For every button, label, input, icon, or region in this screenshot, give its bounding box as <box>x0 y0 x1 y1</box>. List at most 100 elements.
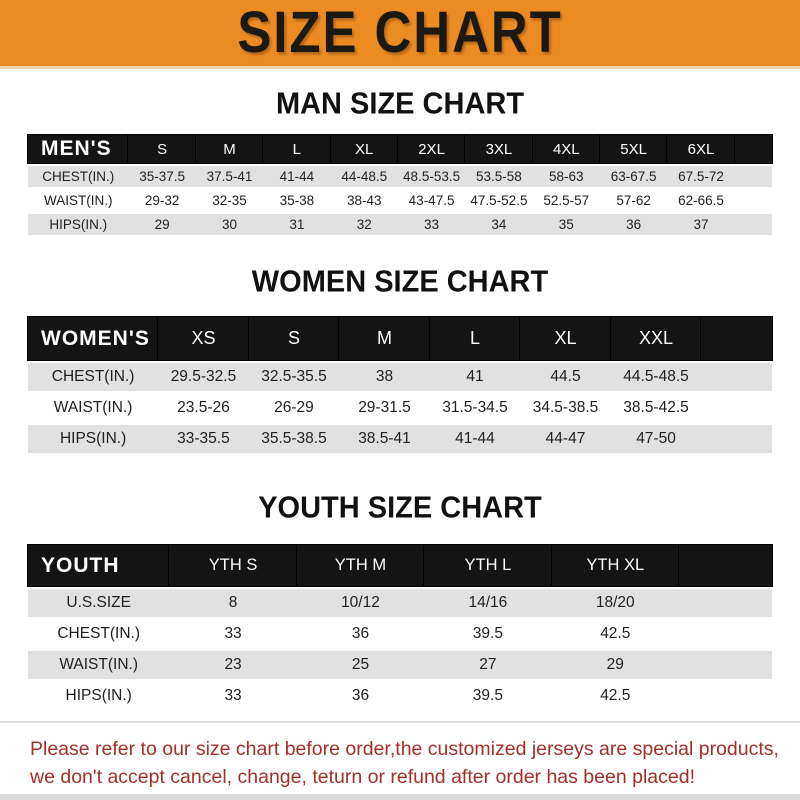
size-cell: 58-63 <box>532 166 600 187</box>
table-row: HIPS(IN.) 33 36 39.5 42.5 <box>28 682 772 710</box>
column-header: 6XL <box>667 135 735 163</box>
size-cell: 29-31.5 <box>358 399 411 416</box>
column-header: XS <box>158 317 249 360</box>
size-chart-body: MAN SIZE CHART MEN'S S M L XL 2XL 3XL 4XL 5XL 6XL… <box>0 86 800 713</box>
column-header: YTH S <box>169 545 297 586</box>
header-filler <box>701 317 772 360</box>
bottom-edge-strip <box>0 794 800 800</box>
size-cell: 23.5-26 <box>177 399 230 416</box>
row-filler <box>734 166 772 187</box>
row-filler <box>735 190 772 211</box>
column-header: XL <box>330 135 398 163</box>
size-cell: 47.5-52.5 <box>470 193 528 208</box>
table-row: HIPS(IN.) 33-35.5 35.5-38.5 38.5-41 41-44 44-… <box>28 425 772 453</box>
size-cell: 44.5 <box>520 363 611 391</box>
row-label: CHEST(IN.) <box>28 166 129 187</box>
table-row: CHEST(IN.) 33 36 39.5 42.5 <box>28 620 772 648</box>
size-cell: 38.5-42.5 <box>623 399 689 416</box>
table-header-label: WOMEN'S <box>28 317 159 360</box>
column-header: XL <box>520 317 611 360</box>
size-cell: 41-44 <box>429 425 521 453</box>
size-cell: 35.5-38.5 <box>248 425 340 453</box>
size-cell: 38.5-41 <box>339 425 430 453</box>
header-filler <box>678 545 772 586</box>
row-label: CHEST(IN.) <box>57 625 141 642</box>
size-cell: 52.5-57 <box>543 193 590 208</box>
size-cell: 32 <box>330 214 398 235</box>
row-filler <box>701 394 772 422</box>
size-cell: 44-48.5 <box>330 166 398 187</box>
size-cell: 26-29 <box>274 399 314 416</box>
size-cell: 29 <box>551 651 679 679</box>
size-cell: 37 <box>667 214 735 235</box>
size-cell: 33 <box>224 625 242 642</box>
banner-title: SIZE CHART <box>237 0 563 66</box>
size-cell: 43-47.5 <box>408 193 455 208</box>
size-cell: 39.5 <box>472 687 503 704</box>
footer-line-2: we don't accept cancel, change, teturn o… <box>30 766 695 788</box>
row-label: WAIST(IN.) <box>53 399 133 416</box>
size-cell: 32-35 <box>212 193 247 208</box>
row-filler <box>679 682 772 710</box>
column-header: 5XL <box>599 135 668 163</box>
man-size-table: MEN'S S M L XL 2XL 3XL 4XL 5XL 6XL CHEST(IN.) 35-37… <box>28 132 772 238</box>
size-cell: 34.5-38.5 <box>532 399 599 416</box>
size-cell: 48.5-53.5 <box>397 166 466 187</box>
size-cell: 33 <box>224 687 242 704</box>
row-filler <box>678 589 772 617</box>
row-filler <box>701 363 772 391</box>
footer-note: Please refer to our size chart before or… <box>0 721 800 791</box>
size-cell: 14/16 <box>424 589 552 617</box>
row-label: WAIST(IN.) <box>43 193 113 208</box>
size-cell: 33-35.5 <box>158 425 249 453</box>
row-filler <box>679 620 772 648</box>
table-header-row: WOMEN'S XS S M L XL XXL <box>28 317 772 360</box>
row-filler <box>734 214 772 235</box>
size-cell: 30 <box>195 214 264 235</box>
size-cell: 63-67.5 <box>599 166 668 187</box>
row-label: WAIST(IN.) <box>28 651 170 679</box>
column-header: L <box>429 317 521 360</box>
size-cell: 38 <box>339 363 430 391</box>
size-cell: 18/20 <box>551 589 679 617</box>
header-filler <box>734 135 772 163</box>
size-cell: 38-43 <box>346 193 382 208</box>
size-cell: 29 <box>128 214 196 235</box>
table-header-label: MEN'S <box>28 135 129 163</box>
size-cell: 47-50 <box>610 425 702 453</box>
size-cell: 23 <box>169 651 297 679</box>
size-cell: 35-37.5 <box>128 166 196 187</box>
size-cell: 36 <box>351 687 370 704</box>
footer-line-1: Please refer to our size chart before or… <box>30 738 779 760</box>
size-cell: 39.5 <box>472 625 503 642</box>
table-row: WAIST(IN.) 23.5-26 26-29 29-31.5 31.5-34.5 34… <box>28 394 772 422</box>
row-label: HIPS(IN.) <box>28 214 129 235</box>
column-header: 2XL <box>397 135 466 163</box>
table-header-row: YOUTH YTH S YTH M YTH L YTH XL <box>28 545 772 586</box>
column-header: YTH M <box>296 545 425 586</box>
column-header: M <box>195 135 264 163</box>
table-row: HIPS(IN.) 29 30 31 32 33 34 35 36 37 <box>28 214 772 235</box>
size-cell: 53.5-58 <box>465 166 533 187</box>
size-cell: 35-38 <box>279 193 315 208</box>
table-row: CHEST(IN.) 29.5-32.5 32.5-35.5 38 41 44.5 44.5… <box>28 363 772 391</box>
size-cell: 31 <box>263 214 331 235</box>
size-cell: 35 <box>532 214 600 235</box>
banner: SIZE CHART <box>0 0 800 69</box>
table-header-row: MEN'S S M L XL 2XL 3XL 4XL 5XL 6XL <box>28 135 772 163</box>
youth-size-section: YOUTH SIZE CHART YOUTH YTH S YTH M YTH L YTH… <box>0 490 800 713</box>
size-cell: 33 <box>397 214 466 235</box>
column-header: M <box>339 317 430 360</box>
size-cell: 41 <box>429 363 521 391</box>
youth-size-title: YOUTH SIZE CHART <box>258 491 542 525</box>
size-cell: 8 <box>169 589 297 617</box>
column-header: L <box>263 135 331 163</box>
table-header-label: YOUTH <box>28 545 170 586</box>
row-label: HIPS(IN.) <box>28 425 159 453</box>
column-header: S <box>128 135 196 163</box>
man-size-title: MAN SIZE CHART <box>275 87 525 121</box>
column-header: XXL <box>610 317 702 360</box>
size-cell: 57-62 <box>616 193 651 208</box>
size-cell: 34 <box>465 214 533 235</box>
size-cell: 31.5-34.5 <box>442 399 508 416</box>
